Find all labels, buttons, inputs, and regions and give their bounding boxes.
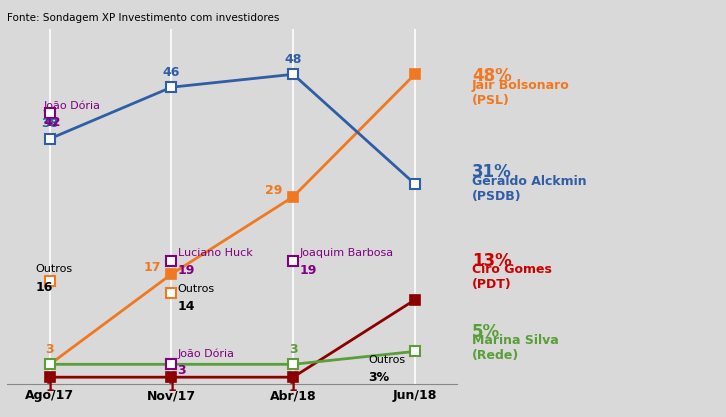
Text: 42: 42	[44, 116, 61, 129]
Text: 19: 19	[299, 264, 317, 277]
Text: Marina Silva
(Rede): Marina Silva (Rede)	[472, 334, 558, 362]
Text: 3%: 3%	[369, 371, 390, 384]
Text: 46: 46	[163, 66, 180, 79]
Text: 3: 3	[46, 343, 54, 356]
Text: 1: 1	[289, 381, 298, 394]
Text: Joaquim Barbosa: Joaquim Barbosa	[299, 248, 393, 258]
Text: Outros: Outros	[36, 264, 73, 274]
Text: Geraldo Alckmin
(PSDB): Geraldo Alckmin (PSDB)	[472, 175, 587, 203]
Text: 3: 3	[289, 343, 298, 356]
Text: 48%: 48%	[472, 67, 512, 85]
Text: Ciro Gomes
(PDT): Ciro Gomes (PDT)	[472, 263, 552, 291]
Text: João Dória: João Dória	[178, 348, 234, 359]
Text: Outros: Outros	[178, 284, 215, 294]
Text: 1: 1	[46, 381, 54, 394]
Text: 13%: 13%	[472, 251, 512, 270]
Text: Outros: Outros	[369, 354, 406, 364]
Text: 5%: 5%	[472, 322, 500, 341]
Text: 29: 29	[265, 184, 282, 197]
Text: Luciano Huck: Luciano Huck	[178, 248, 253, 258]
Text: 31%: 31%	[472, 163, 512, 181]
Text: Fonte: Sondagem XP Investimento com investidores: Fonte: Sondagem XP Investimento com inve…	[7, 13, 280, 23]
Text: 17: 17	[143, 261, 160, 274]
Text: 1: 1	[167, 381, 176, 394]
Text: 14: 14	[178, 300, 195, 313]
Text: 3: 3	[178, 364, 186, 377]
Text: João Dória: João Dória	[44, 100, 101, 111]
Text: 16: 16	[36, 281, 52, 294]
Text: Jair Bolsonaro
(PSL): Jair Bolsonaro (PSL)	[472, 79, 570, 107]
Text: 48: 48	[285, 53, 302, 66]
Text: 19: 19	[178, 264, 195, 277]
Text: 38: 38	[41, 118, 59, 131]
